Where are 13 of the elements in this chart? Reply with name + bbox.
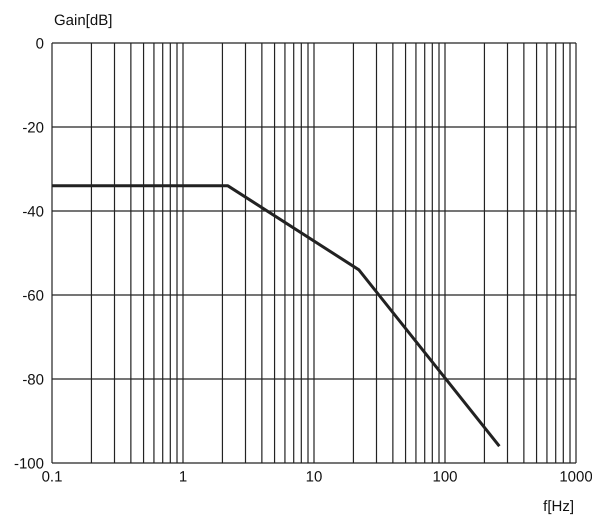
y-tick-label: -60 [22, 287, 44, 304]
x-tick-label: 0.1 [42, 468, 62, 486]
y-tick-label: -20 [22, 119, 44, 136]
x-tick-label: 10 [306, 468, 322, 486]
x-tick-label: 1000 [559, 468, 593, 486]
y-tick-label: -80 [22, 371, 44, 388]
x-tick-label: 100 [432, 468, 458, 486]
y-tick-label: -40 [22, 203, 44, 220]
x-axis-title: f[Hz] [543, 498, 574, 515]
x-tick-label: 1 [178, 468, 188, 486]
y-tick-label: -100 [14, 455, 44, 472]
y-tick-label: 0 [36, 35, 44, 52]
y-axis-title: Gain[dB] [54, 12, 112, 29]
